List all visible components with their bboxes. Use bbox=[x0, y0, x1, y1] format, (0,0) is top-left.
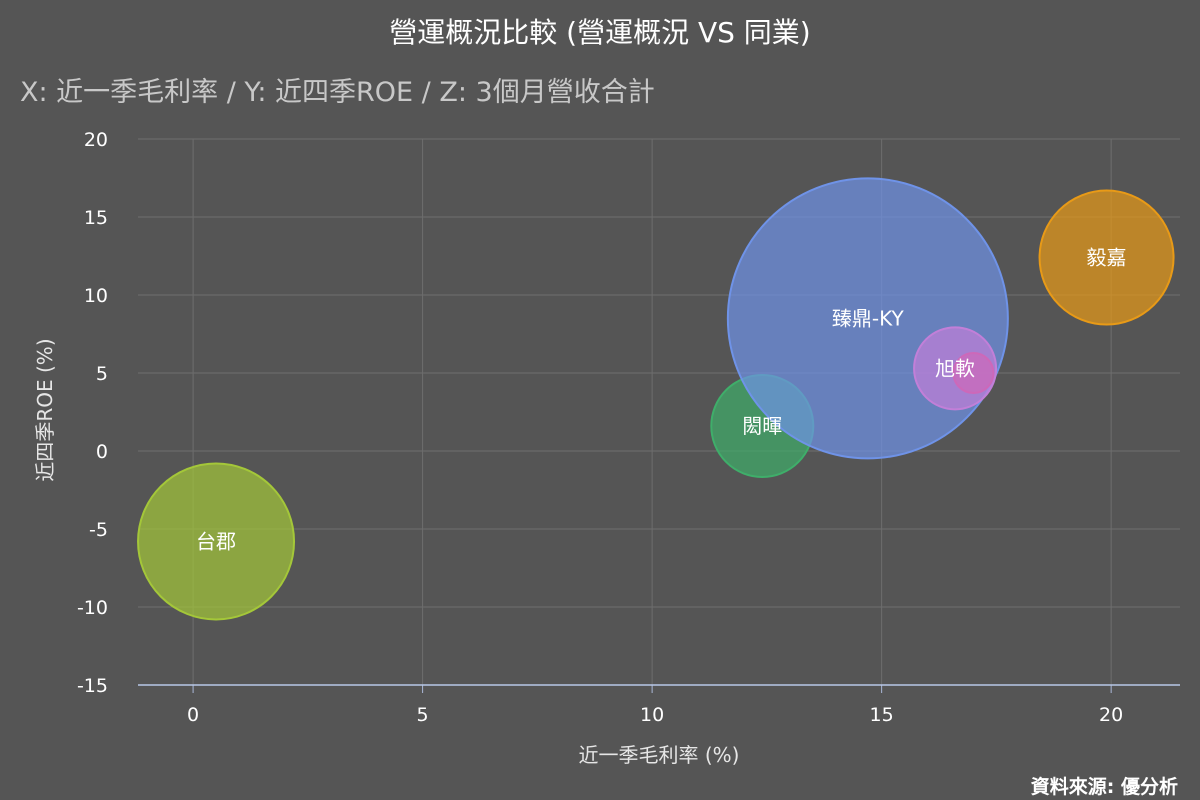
x-tick-label: 0 bbox=[187, 704, 199, 726]
y-tick-label: 15 bbox=[84, 207, 108, 229]
y-tick-label: 10 bbox=[84, 285, 108, 307]
chart-subtitle: X: 近一季毛利率 / Y: 近四季ROE / Z: 3個月營收合計 bbox=[20, 77, 655, 108]
tick-labels: 20 15 10 5 0 -5 -10 -15 0 5 10 15 20 bbox=[77, 129, 1123, 726]
x-tick-label: 10 bbox=[640, 704, 664, 726]
bubble-label: 臻鼎-KY bbox=[832, 306, 905, 330]
y-tick-label: 5 bbox=[96, 363, 108, 385]
y-tick-label: -5 bbox=[89, 519, 108, 541]
y-tick-label: 0 bbox=[96, 441, 108, 463]
x-tick-label: 15 bbox=[870, 704, 894, 726]
bubble-label: 閎暉 bbox=[742, 414, 782, 438]
bubble-point[interactable] bbox=[137, 462, 296, 621]
y-tick-label: 20 bbox=[84, 129, 108, 151]
source-note: 資料來源: 優分析 bbox=[1031, 775, 1178, 798]
x-tick-label: 5 bbox=[417, 704, 429, 726]
x-axis-label: 近一季毛利率 (%) bbox=[579, 743, 740, 767]
bubble-point[interactable] bbox=[1038, 189, 1175, 326]
x-tick-label: 20 bbox=[1099, 704, 1123, 726]
bubble-labels: 台郡 閎暉 臻鼎-KY 旭軟 毅嘉 bbox=[196, 246, 1127, 554]
y-tick-label: -15 bbox=[77, 675, 108, 697]
bubble-point[interactable] bbox=[913, 326, 998, 411]
bubble-label: 毅嘉 bbox=[1087, 246, 1127, 270]
grid-lines bbox=[138, 138, 1180, 693]
bubble-label: 台郡 bbox=[196, 529, 236, 553]
bubbles bbox=[137, 177, 1175, 621]
bubble-label: 旭軟 bbox=[935, 356, 975, 380]
chart-title: 營運概況比較 (營運概況 VS 同業) bbox=[389, 16, 810, 49]
y-tick-label: -10 bbox=[77, 597, 108, 619]
y-axis-label: 近四季ROE (%) bbox=[33, 338, 57, 481]
